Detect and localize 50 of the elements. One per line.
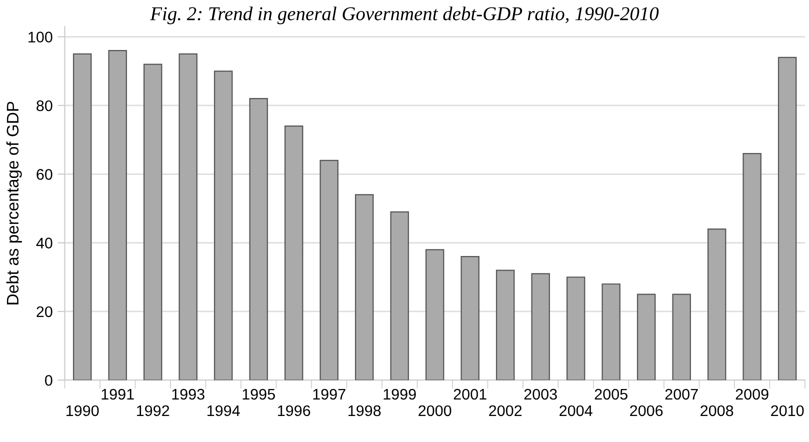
x-tick-label: 1991 — [102, 388, 134, 400]
x-tick-label: 2010 — [771, 405, 804, 416]
x-tick-label: 1999 — [384, 388, 416, 400]
y-tick-label: 20 — [36, 306, 52, 318]
x-tick-label: 2009 — [736, 388, 768, 400]
bar — [672, 294, 691, 380]
bar — [778, 56, 797, 380]
bar — [742, 152, 762, 380]
y-tick-label: 100 — [28, 32, 52, 43]
bar — [636, 294, 656, 380]
bar — [143, 64, 162, 380]
bar — [249, 98, 268, 380]
x-tick-label: 1992 — [137, 405, 170, 416]
chart-title: Fig. 2: Trend in general Government debt-GDP ratio, 1990-2010 — [150, 6, 659, 24]
bar — [390, 211, 409, 380]
bar — [214, 70, 233, 380]
x-tick-label: 2006 — [630, 405, 663, 416]
bar — [531, 273, 550, 380]
x-tick-label: 1990 — [66, 405, 99, 416]
bar — [178, 53, 198, 380]
x-tick-label: 1993 — [172, 388, 204, 400]
bar — [72, 53, 92, 380]
y-tick-label: 0 — [45, 374, 52, 386]
bar — [320, 160, 338, 380]
y-tick-label: 80 — [36, 100, 52, 112]
x-tick-label: 2003 — [524, 388, 557, 400]
bar — [602, 283, 620, 380]
bar — [496, 270, 515, 380]
bar — [425, 249, 444, 380]
bar — [284, 126, 304, 380]
x-tick-label: 2004 — [560, 405, 592, 416]
x-tick-label: 2001 — [454, 388, 486, 400]
x-tick-label: 2005 — [594, 388, 628, 400]
bar — [354, 194, 374, 380]
x-tick-label: 2000 — [418, 405, 452, 416]
x-tick-label: 1994 — [208, 405, 240, 416]
x-tick-label: 1998 — [348, 405, 381, 416]
x-tick-label: 2007 — [665, 388, 698, 400]
bar — [566, 276, 586, 380]
x-tick-label: 2002 — [489, 405, 522, 416]
y-axis-title: Debt as percentage of GDP — [6, 102, 22, 304]
bar — [707, 228, 726, 380]
x-tick-label: 1997 — [313, 388, 346, 400]
bar — [108, 50, 127, 380]
y-tick-label: 40 — [36, 238, 52, 248]
x-tick-label: 2008 — [700, 405, 734, 416]
x-tick-label: 1996 — [278, 405, 310, 416]
y-tick-label: 60 — [36, 169, 52, 180]
x-tick-label: 1995 — [242, 388, 275, 400]
bar — [460, 256, 480, 380]
